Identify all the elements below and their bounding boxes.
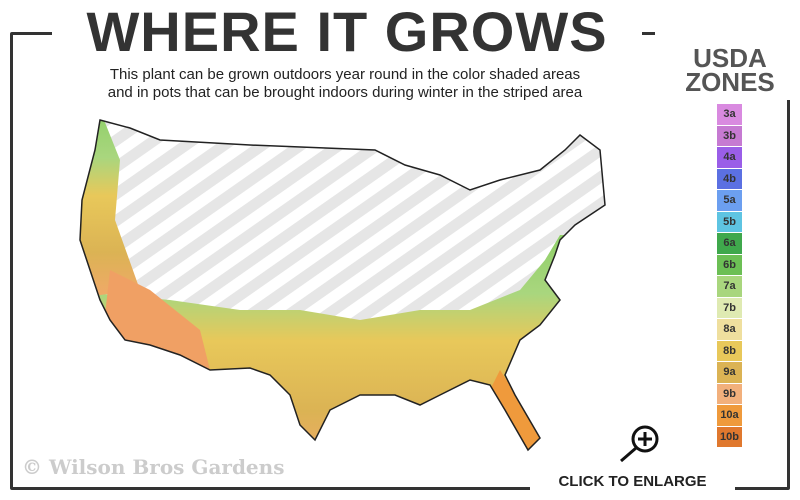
legend-swatch-10b: 10b (717, 426, 742, 447)
legend-swatch-5a: 5a (717, 190, 742, 211)
florida-zone (490, 370, 545, 450)
legend-swatch-4b: 4b (717, 168, 742, 189)
legend-swatch-6a: 6a (717, 233, 742, 254)
legend-title-line-2: ZONES (685, 67, 775, 97)
magnifier-plus-icon[interactable] (616, 423, 664, 463)
legend-swatch-7b: 7b (717, 297, 742, 318)
legend-swatch-7a: 7a (717, 276, 742, 297)
zone-legend: 3a 3b 4a 4b 5a 5b 6a 6b 7a 7b 8a 8b 9a 9b 10a 10b (717, 104, 742, 448)
legend-swatch-5b: 5b (717, 211, 742, 232)
click-to-enlarge-button[interactable]: CLICK TO ENLARGE (530, 468, 735, 496)
subtitle-line-1: This plant can be grown outdoors year ro… (109, 66, 581, 83)
subtitle-line-2: and in pots that can be brought indoors … (107, 84, 583, 101)
legend-swatch-3b: 3b (717, 125, 742, 146)
legend-title-line-1: USDA (693, 43, 767, 73)
page-title: WHERE IT GROWS (52, 0, 642, 64)
watermark: © Wilson Bros Gardens (22, 455, 285, 479)
legend-swatch-3a: 3a (717, 104, 742, 125)
subtitle: This plant can be grown outdoors year ro… (40, 66, 650, 102)
legend-swatch-4a: 4a (717, 147, 742, 168)
legend-swatch-6b: 6b (717, 254, 742, 275)
legend-swatch-8b: 8b (717, 340, 742, 361)
map-regions (80, 120, 605, 450)
legend-swatch-9b: 9b (717, 383, 742, 404)
legend-box (655, 30, 790, 100)
west-coast-zone (80, 120, 140, 300)
legend-title: USDA ZONES (680, 43, 780, 97)
legend-swatch-8a: 8a (717, 319, 742, 340)
legend-swatch-10a: 10a (717, 405, 742, 426)
legend-swatch-9a: 9a (717, 362, 742, 383)
